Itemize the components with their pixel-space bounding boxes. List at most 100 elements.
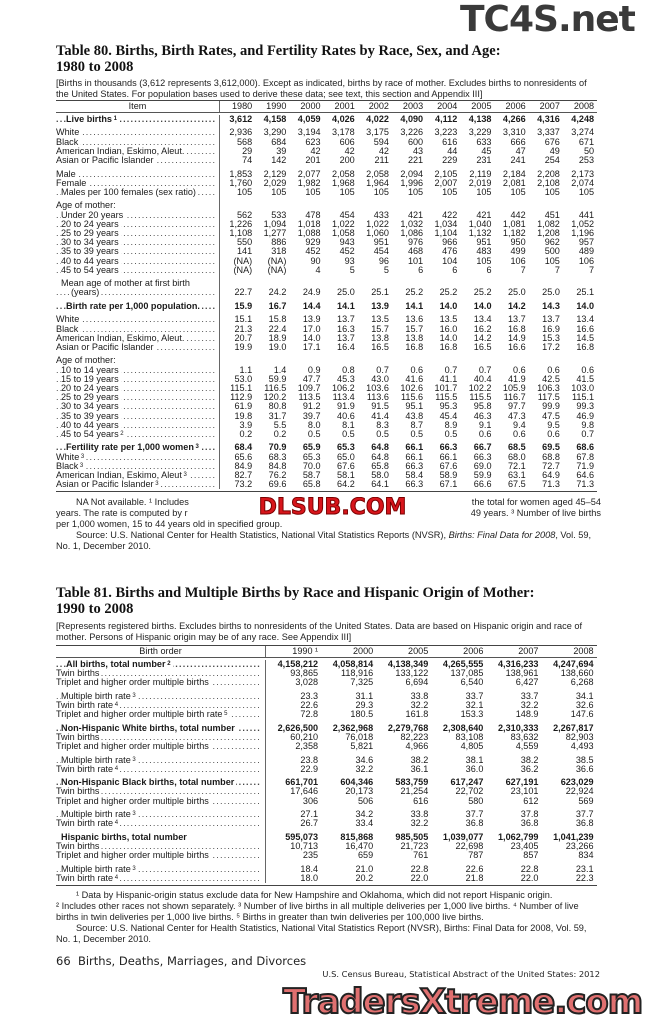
- table-row: ........................................…: [56, 851, 597, 861]
- value-cell: 13.7: [542, 315, 560, 325]
- value-cell: 58.4: [405, 470, 424, 480]
- value-cell: 60,210: [290, 732, 319, 742]
- table81-title: Table 81. Births and Multiple Births by …: [56, 585, 534, 617]
- value-cell: 21,254: [400, 787, 429, 797]
- column-header-year: 1980: [231, 101, 253, 111]
- value-cell: 483: [476, 247, 492, 257]
- value-cell: 67.8: [576, 452, 595, 462]
- row-label-text: Female: [56, 178, 89, 188]
- value-cell: 1,964: [366, 178, 389, 188]
- value-cell: 3,223: [434, 128, 458, 138]
- footnote-marker: 2: [118, 430, 124, 437]
- value-cell: 2,081: [502, 178, 526, 188]
- leader-dots: ........................................…: [56, 393, 215, 403]
- footnote-marker: 5: [222, 711, 228, 718]
- value-cell: 0.5: [444, 429, 458, 439]
- value-cell: 69.5: [542, 443, 560, 453]
- value-cell: 0.7: [444, 365, 458, 375]
- table-row: ........................................…: [56, 691, 597, 702]
- value-cell: (NA): [267, 265, 287, 275]
- value-cell: 22.0: [520, 873, 539, 883]
- value-cell: 36.8: [520, 819, 539, 829]
- value-cell: 106.2: [331, 383, 355, 393]
- value-cell: 14.4: [302, 301, 321, 311]
- value-cell: 90: [310, 256, 321, 266]
- leader-dots: ........................................…: [56, 411, 215, 421]
- table-row: ........................................…: [56, 228, 597, 239]
- column-header-year: 2008: [573, 646, 594, 656]
- value-cell: 3,226: [400, 128, 424, 138]
- value-cell: 82,223: [400, 732, 429, 742]
- value-cell: 671: [578, 137, 595, 147]
- row-label: ........................................…: [56, 342, 220, 353]
- value-cell: 3,612: [229, 115, 253, 124]
- value-cell: 22.9: [300, 764, 319, 774]
- value-cell: 0.7: [376, 365, 389, 375]
- value-cell: 65.0: [337, 452, 355, 462]
- value-cell: 138,961: [505, 669, 539, 679]
- value-cell: 38.2: [520, 755, 539, 765]
- value-cell: 13.7: [337, 333, 355, 343]
- value-cell: 76,018: [345, 732, 374, 742]
- row-label: ........................................…: [56, 238, 220, 248]
- value-cell: 7,325: [350, 678, 374, 688]
- row-spacer: [56, 297, 597, 302]
- table-row: ........................................…: [56, 678, 597, 688]
- value-cell: 22.6: [465, 864, 484, 874]
- value-cell: 422: [442, 210, 458, 220]
- value-cell: 1,982: [297, 178, 321, 188]
- value-cell: 1,226: [229, 219, 253, 229]
- value-cell: 105: [578, 187, 595, 197]
- leader-dots: ........................................…: [56, 841, 261, 851]
- value-cell: 4,090: [400, 115, 424, 124]
- value-cell: 65.8: [302, 480, 321, 490]
- value-cell: 33.8: [410, 810, 429, 820]
- value-cell: 2,074: [571, 178, 595, 188]
- value-cell: 14.2: [473, 333, 492, 343]
- value-cell: 116.7: [503, 393, 526, 403]
- row-label-text: Mean age of mother at first birth: [61, 279, 192, 289]
- row-spacer: [56, 274, 597, 280]
- column-header-year: 1990 ¹: [292, 646, 319, 656]
- row-label-text: White: [56, 128, 82, 138]
- value-cell: 4,247,694: [553, 660, 594, 669]
- value-cell: 66.3: [439, 443, 458, 453]
- value-cell: 16.8: [507, 324, 526, 334]
- value-cell: 22,702: [455, 787, 484, 797]
- row-label: ........................................…: [56, 443, 220, 453]
- table-row: ........................................…: [56, 383, 597, 394]
- value-cell: 105: [339, 187, 355, 197]
- value-cell: 4,112: [435, 115, 458, 124]
- value-cell: 569: [578, 796, 594, 806]
- footnote: ² Includes other races not shown separat…: [56, 901, 579, 922]
- leader-dots: ........................................…: [56, 256, 215, 266]
- value-cell: 661,701: [285, 778, 319, 788]
- label-cell: [56, 274, 220, 280]
- value-cell: 91.5: [371, 402, 389, 412]
- value-cell: 115.6: [401, 393, 424, 403]
- row-label: ........................................…: [56, 219, 220, 229]
- row-label-text: All births, total number 2: [66, 660, 173, 669]
- table-row: ........................................…: [56, 315, 597, 325]
- value-cell: 25.2: [473, 288, 492, 298]
- footnote-marker: 4: [113, 702, 119, 709]
- row-label-text: Twin birth rate 4: [56, 701, 121, 711]
- value-cell: 962: [544, 238, 560, 248]
- value-cell: 36.1: [410, 764, 429, 774]
- leader-dots: ........................................…: [56, 324, 215, 334]
- table-row: ........................................…: [56, 480, 597, 490]
- leader-dots: ........................................…: [56, 315, 215, 325]
- footnote-marker: 3: [181, 471, 187, 478]
- value-cell: 66.3: [405, 461, 424, 471]
- leader-dots: ........................................…: [56, 128, 215, 138]
- value-cell: 16.9: [542, 324, 560, 334]
- value-cell: 25.1: [371, 288, 389, 298]
- value-cell: 489: [578, 247, 595, 257]
- table-row: ........................................…: [56, 669, 597, 679]
- value-cell: 113.6: [366, 393, 389, 403]
- value-cell: 41.1: [439, 374, 458, 384]
- value-cell: 633: [476, 137, 492, 147]
- value-cell: 36.8: [465, 819, 484, 829]
- row-spacer: [56, 828, 597, 833]
- table-row: ........................................…: [56, 420, 597, 430]
